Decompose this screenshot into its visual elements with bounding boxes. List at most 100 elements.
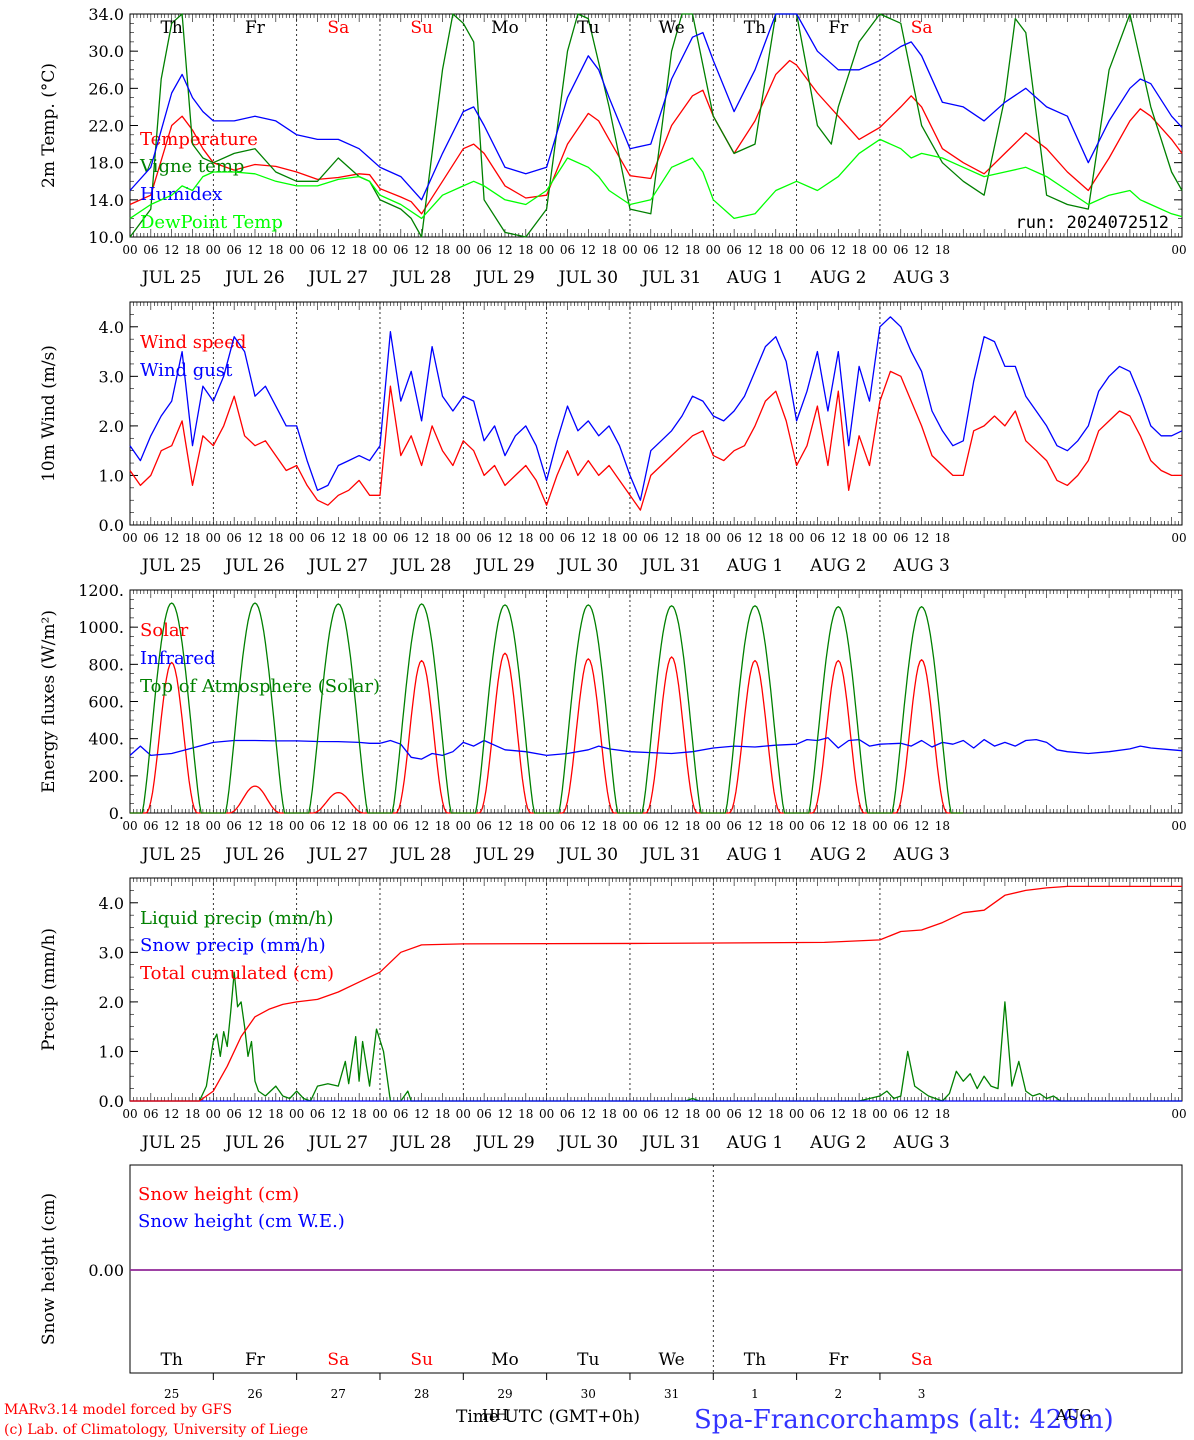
hour-tick-label: 12 [831,1107,846,1121]
hour-tick-label: 06 [393,243,408,257]
hour-tick-label: 18 [185,243,200,257]
hour-tick-label: 06 [310,243,325,257]
hour-tick-label: 12 [664,819,679,833]
hour-tick-label: 12 [581,531,596,545]
footer-overlap-label: HH [482,1406,508,1424]
weekday-label: Tu [577,18,599,38]
hour-tick-label: 06 [310,819,325,833]
hour-tick-label: 00 [206,819,221,833]
hour-tick-label: 12 [164,1107,179,1121]
hour-tick-label: 00 [372,1107,387,1121]
hour-tick-label: 00 [1171,819,1186,833]
hour-tick-label: 18 [185,531,200,545]
y-tick-label: 1.0 [99,1042,124,1061]
date-label: JUL 26 [223,1133,284,1153]
legend-entry: Vigne temp [139,156,244,177]
y-tick-label: 4.0 [99,894,124,913]
date-label: AUG 1 [726,845,783,865]
day-number-label: 28 [414,1387,429,1401]
hour-tick-label: 12 [581,243,596,257]
legend-entry: Infrared [140,648,215,669]
hour-tick-label: 00 [789,243,804,257]
hour-tick-label: 18 [851,243,866,257]
series-line [130,885,1182,1102]
legend-entry: Snow height (cm W.E.) [138,1211,345,1232]
date-label: JUL 28 [390,268,451,288]
hour-tick-label: 06 [310,531,325,545]
hour-tick-label: 06 [810,819,825,833]
date-label: JUL 29 [473,1133,534,1153]
weekday-label: Su [410,1350,433,1370]
panel-5: Th 25 Fr 26 Sa 27 Su 28 Mo 29 Tu 30 We 31 Th 1 Fr 2 Sa 3 0.0… [39,1164,1183,1401]
y-axis-label: 2m Temp. (°C) [39,63,59,188]
hour-tick-label: 00 [706,1107,721,1121]
meteogram-panels: 00 06 12 18 00 06 12 18 00 06 12 18 00 06 12 18 00 06 12 18… [39,5,1187,1401]
hour-tick-label: 18 [518,1107,533,1121]
date-label: JUL 25 [140,845,201,865]
legend-entry: Liquid precip (mm/h) [140,908,334,929]
y-axis-label: Precip (mm/h) [39,928,59,1051]
weekday-label: Th [744,1350,766,1370]
hour-tick-label: 06 [810,531,825,545]
day-number-label: 30 [581,1387,596,1401]
hour-tick-label: 12 [581,1107,596,1121]
hour-tick-label: 06 [810,243,825,257]
date-label: AUG 2 [809,556,866,576]
y-tick-label: 0.0 [99,516,124,535]
hour-tick-label: 18 [601,531,616,545]
hour-tick-label: 00 [789,1107,804,1121]
hour-tick-label: 00 [789,819,804,833]
hour-tick-label: 18 [518,243,533,257]
date-label: AUG 1 [726,1133,783,1153]
date-label: JUL 27 [307,845,368,865]
hour-tick-label: 00 [789,531,804,545]
weekday-label: Tu [577,1350,599,1370]
hour-tick-label: 18 [435,1107,450,1121]
hour-tick-label: 00 [1171,531,1186,545]
y-tick-label: 30.0 [88,42,124,61]
hour-tick-label: 00 [706,531,721,545]
hour-tick-label: 06 [143,531,158,545]
hour-tick-label: 06 [476,243,491,257]
hour-tick-label: 12 [914,1107,929,1121]
hour-tick-label: 18 [768,531,783,545]
y-tick-label: 200. [88,767,124,786]
y-tick-label: 1200. [78,581,124,600]
y-tick-label: 0. [109,804,124,823]
legend-entry: Wind speed [140,332,246,353]
y-tick-label: 26.0 [88,79,124,98]
date-label: AUG 2 [809,1133,866,1153]
hour-tick-label: 18 [435,243,450,257]
hour-tick-label: 06 [893,1107,908,1121]
hour-tick-label: 18 [352,243,367,257]
series-line [129,13,1183,201]
y-tick-label: 600. [88,693,124,712]
hour-tick-label: 00 [289,243,304,257]
weekday-label: We [659,1350,685,1370]
footer-copyright-line: (c) Lab. of Climatology, University of L… [4,1422,308,1438]
weekday-label: Fr [828,18,849,38]
weekday-label: We [659,18,685,38]
date-label: JUL 31 [640,1133,701,1153]
series-line [130,602,964,814]
date-label: JUL 30 [557,268,618,288]
hour-tick-label: 12 [914,531,929,545]
hour-tick-label: 18 [352,819,367,833]
date-label: JUL 29 [473,556,534,576]
hour-tick-label: 00 [872,819,887,833]
y-tick-label: 400. [88,730,124,749]
hour-tick-label: 06 [893,819,908,833]
hour-tick-label: 18 [935,243,950,257]
date-label: AUG 3 [892,268,949,288]
hour-tick-label: 18 [185,1107,200,1121]
hour-tick-label: 06 [143,243,158,257]
hour-tick-label: 18 [518,531,533,545]
hour-tick-label: 18 [935,1107,950,1121]
hour-tick-label: 00 [872,1107,887,1121]
date-label: JUL 27 [307,268,368,288]
hour-tick-label: 06 [810,1107,825,1121]
hour-tick-label: 00 [539,531,554,545]
hour-tick-label: 12 [331,819,346,833]
hour-tick-label: 12 [497,531,512,545]
legend-entry: Total cumulated (cm) [140,963,334,984]
